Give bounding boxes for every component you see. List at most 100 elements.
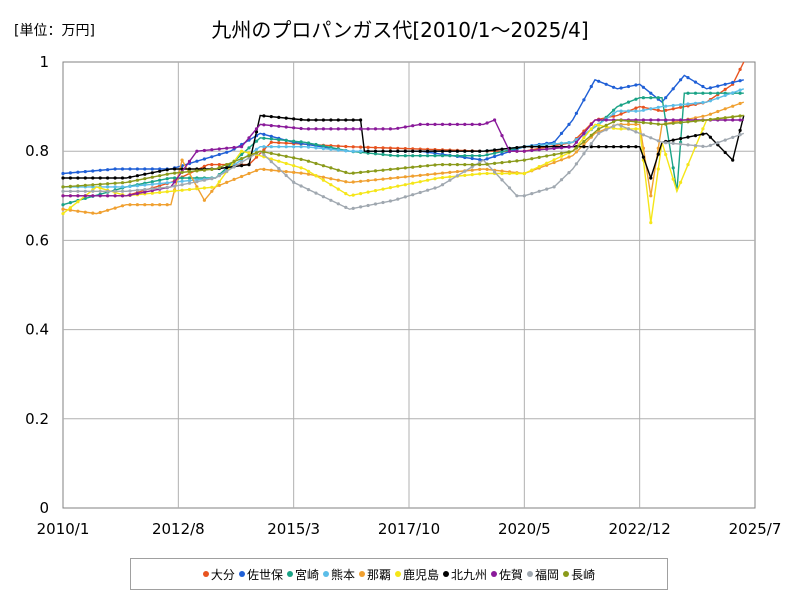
y-tick-label: 0.4 bbox=[25, 321, 49, 339]
data-point bbox=[574, 150, 579, 154]
data-point bbox=[582, 140, 586, 144]
legend-item: 福岡 bbox=[527, 566, 559, 583]
legend-item: 大分 bbox=[202, 566, 235, 583]
data-point bbox=[671, 177, 675, 181]
data-point bbox=[500, 178, 504, 182]
data-point bbox=[731, 115, 735, 119]
data-point bbox=[277, 124, 281, 128]
data-point bbox=[98, 194, 102, 198]
data-point bbox=[373, 146, 378, 150]
data-point bbox=[113, 185, 117, 189]
data-point bbox=[604, 118, 608, 122]
data-point bbox=[485, 121, 489, 125]
data-point bbox=[470, 149, 474, 153]
data-point bbox=[351, 127, 355, 131]
data-point bbox=[723, 87, 727, 91]
legend-label: 大分 bbox=[210, 567, 235, 582]
data-point bbox=[68, 189, 72, 193]
data-point bbox=[344, 170, 348, 174]
data-point bbox=[344, 205, 348, 209]
data-point bbox=[448, 163, 452, 167]
data-point bbox=[612, 108, 616, 112]
x-tick-label: 2017/10 bbox=[378, 520, 440, 538]
data-point bbox=[723, 91, 727, 95]
data-point bbox=[299, 140, 303, 144]
legend-label: 佐世保 bbox=[246, 567, 283, 582]
data-point bbox=[381, 127, 385, 131]
data-point bbox=[351, 206, 355, 210]
data-point bbox=[522, 194, 526, 198]
data-point bbox=[106, 182, 110, 186]
data-point bbox=[277, 153, 281, 157]
data-point bbox=[202, 186, 206, 190]
data-point bbox=[187, 176, 192, 180]
data-point bbox=[344, 127, 348, 131]
data-point bbox=[641, 96, 646, 100]
data-point bbox=[478, 149, 482, 153]
data-point bbox=[150, 182, 154, 186]
y-tick-label: 0.8 bbox=[25, 142, 49, 160]
legend-marker bbox=[202, 571, 209, 577]
data-point bbox=[321, 175, 325, 179]
data-point bbox=[708, 99, 713, 103]
data-point bbox=[359, 149, 363, 153]
data-point bbox=[225, 163, 229, 167]
data-point bbox=[634, 97, 638, 101]
data-point bbox=[351, 118, 355, 122]
data-point bbox=[113, 181, 117, 185]
series-line bbox=[62, 101, 745, 215]
data-point bbox=[217, 152, 221, 157]
data-point bbox=[567, 171, 571, 175]
data-point bbox=[299, 184, 303, 188]
data-point bbox=[530, 168, 534, 172]
data-point bbox=[269, 145, 273, 149]
data-point bbox=[314, 127, 318, 131]
data-point bbox=[649, 107, 653, 111]
data-point bbox=[619, 112, 623, 116]
legend-label: 北九州 bbox=[451, 567, 488, 582]
data-point bbox=[426, 178, 430, 182]
data-point bbox=[612, 112, 616, 116]
data-point bbox=[440, 183, 445, 187]
data-point bbox=[202, 148, 206, 153]
data-point bbox=[679, 105, 683, 109]
data-point bbox=[641, 108, 646, 112]
legend-marker bbox=[527, 571, 534, 577]
data-point bbox=[656, 122, 660, 126]
data-point bbox=[626, 109, 631, 113]
data-point bbox=[68, 206, 72, 210]
data-point bbox=[656, 167, 660, 171]
data-point bbox=[716, 109, 720, 114]
data-point bbox=[195, 169, 199, 173]
data-point bbox=[701, 118, 705, 122]
data-point bbox=[254, 130, 259, 134]
data-point bbox=[165, 185, 169, 189]
data-point bbox=[373, 189, 378, 193]
data-point bbox=[604, 123, 608, 127]
data-point bbox=[552, 146, 556, 151]
data-point bbox=[455, 170, 459, 174]
data-point bbox=[574, 111, 579, 115]
data-point bbox=[254, 147, 259, 151]
data-point bbox=[738, 67, 742, 71]
data-point bbox=[396, 149, 400, 153]
data-point bbox=[686, 163, 690, 167]
data-point bbox=[545, 154, 549, 158]
data-point bbox=[381, 149, 385, 153]
data-point bbox=[306, 169, 311, 173]
data-point bbox=[574, 162, 579, 166]
data-point bbox=[559, 154, 564, 158]
data-point bbox=[470, 173, 474, 177]
data-point bbox=[723, 107, 727, 111]
data-point bbox=[344, 118, 348, 122]
data-point bbox=[619, 109, 623, 113]
data-point bbox=[530, 192, 534, 196]
data-point bbox=[388, 149, 392, 153]
data-point bbox=[269, 140, 273, 144]
data-point bbox=[500, 169, 504, 173]
data-point bbox=[440, 154, 445, 158]
data-point bbox=[113, 176, 117, 180]
data-point bbox=[106, 185, 110, 189]
data-point bbox=[187, 181, 192, 185]
data-point bbox=[113, 167, 117, 171]
